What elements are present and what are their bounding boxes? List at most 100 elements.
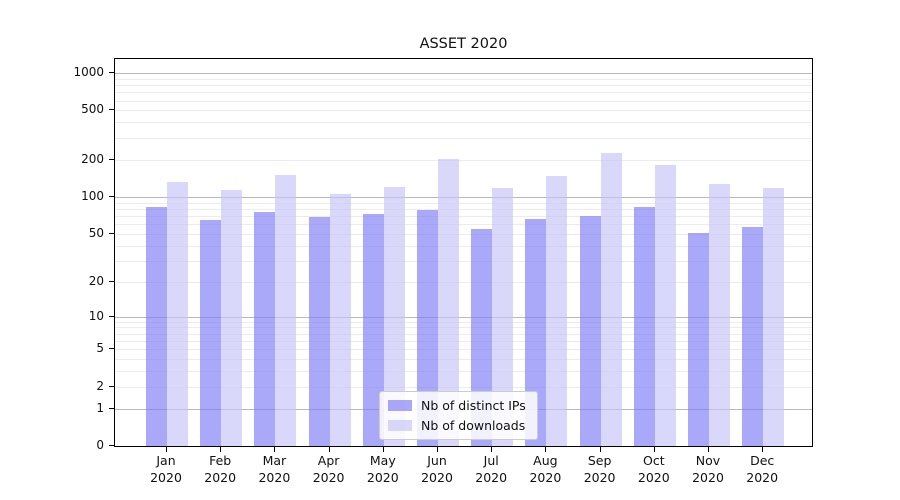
bar-distinct-ips[interactable]: [308, 217, 330, 446]
x-tick-mark: [653, 447, 655, 452]
minor-gridline: [115, 359, 812, 361]
minor-gridline: [115, 78, 812, 80]
y-tick-mark: [109, 385, 114, 387]
bar-distinct-ips[interactable]: [579, 215, 601, 446]
x-tick-mark: [762, 447, 764, 452]
bar-downloads[interactable]: [600, 153, 622, 446]
legend-label-distinct-ips: Nb of distinct IPs: [421, 398, 526, 413]
y-tick-mark: [109, 195, 114, 197]
x-tick-mark: [545, 447, 547, 452]
y-tick-label: 1: [96, 400, 104, 415]
x-tick-label: Feb 2020: [204, 453, 237, 485]
x-tick-label: Jun 2020: [421, 453, 453, 485]
major-gridline: [115, 196, 812, 198]
x-tick-label: Mar 2020: [258, 453, 291, 485]
y-tick-label: 50: [88, 225, 104, 240]
bar-distinct-ips[interactable]: [417, 210, 438, 446]
major-gridline: [115, 73, 812, 74]
x-tick-label: Aug 2020: [529, 453, 562, 485]
x-tick-label: May 2020: [366, 453, 399, 485]
x-tick-mark: [274, 447, 276, 452]
minor-gridline: [115, 233, 812, 235]
y-tick-mark: [109, 280, 114, 282]
minor-gridline: [115, 349, 812, 351]
minor-gridline: [115, 110, 812, 112]
minor-gridline: [115, 208, 812, 210]
x-tick-label: Dec 2020: [746, 453, 779, 485]
x-tick-label: Jul 2020: [475, 453, 508, 485]
bar-downloads[interactable]: [167, 182, 188, 446]
y-tick-label: 2: [96, 378, 104, 393]
bar-downloads[interactable]: [438, 158, 459, 446]
legend-label-downloads: Nb of downloads: [421, 418, 526, 433]
x-tick-mark: [491, 447, 493, 452]
bar-distinct-ips[interactable]: [525, 219, 547, 446]
x-tick-mark: [220, 447, 222, 452]
minor-gridline: [115, 371, 812, 373]
bar-distinct-ips[interactable]: [146, 207, 167, 446]
bar-downloads[interactable]: [654, 165, 676, 446]
minor-gridline: [115, 159, 812, 161]
x-tick-mark: [382, 447, 384, 452]
x-tick-label: Jan 2020: [150, 453, 182, 485]
bar-downloads[interactable]: [492, 188, 514, 446]
legend: Nb of distinct IPs Nb of downloads: [379, 391, 538, 440]
y-tick-mark: [109, 158, 114, 160]
minor-gridline: [115, 202, 812, 204]
minor-gridline: [115, 333, 812, 335]
y-tick-label: 100: [81, 188, 104, 203]
bar-distinct-ips[interactable]: [742, 226, 764, 446]
bar-downloads[interactable]: [221, 189, 243, 446]
y-tick-label: 200: [81, 151, 104, 166]
bar-downloads[interactable]: [709, 183, 730, 446]
legend-item-downloads[interactable]: Nb of downloads: [388, 418, 526, 433]
minor-gridline: [115, 340, 812, 342]
y-tick-mark: [109, 109, 114, 111]
plot-area: [114, 58, 813, 447]
minor-gridline: [115, 92, 812, 94]
y-tick-mark: [109, 315, 114, 317]
minor-gridline: [115, 137, 812, 139]
x-tick-mark: [166, 447, 167, 452]
y-tick-mark: [109, 407, 114, 409]
x-tick-label: Nov 2020: [692, 453, 724, 485]
minor-gridline: [115, 327, 812, 329]
minor-gridline: [115, 122, 812, 124]
bar-distinct-ips[interactable]: [688, 232, 709, 446]
y-tick-label: 20: [88, 273, 104, 288]
bar-downloads[interactable]: [329, 193, 351, 446]
y-tick-label: 10: [88, 308, 104, 323]
legend-swatch-downloads-icon: [388, 420, 412, 431]
x-tick-label: Sep 2020: [583, 453, 616, 485]
bar-distinct-ips[interactable]: [362, 213, 384, 446]
x-tick-mark: [328, 447, 330, 452]
minor-gridline: [115, 260, 812, 262]
bar-downloads[interactable]: [546, 175, 568, 446]
minor-gridline: [115, 224, 812, 226]
minor-gridline: [115, 321, 812, 323]
y-tick-label: 1000: [73, 65, 104, 79]
major-gridline: [115, 316, 812, 318]
y-tick-mark: [109, 232, 114, 234]
y-tick-mark: [109, 72, 114, 73]
y-tick-label: 5: [96, 341, 104, 356]
y-tick-mark: [109, 445, 114, 446]
minor-gridline: [115, 85, 812, 86]
x-tick-mark: [599, 447, 601, 452]
minor-gridline: [115, 245, 812, 247]
x-tick-mark: [708, 447, 709, 452]
chart-title: ASSET 2020: [419, 36, 508, 52]
bar-distinct-ips[interactable]: [633, 207, 655, 446]
bar-downloads[interactable]: [383, 187, 405, 446]
bar-downloads[interactable]: [763, 188, 785, 446]
legend-item-distinct-ips[interactable]: Nb of distinct IPs: [388, 398, 526, 413]
x-tick-mark: [437, 447, 438, 452]
x-tick-label: Oct 2020: [637, 453, 670, 485]
bar-distinct-ips[interactable]: [200, 219, 222, 446]
minor-gridline: [115, 100, 812, 102]
minor-gridline: [115, 281, 812, 283]
bar-distinct-ips[interactable]: [254, 211, 276, 446]
bar-downloads[interactable]: [275, 174, 297, 446]
y-tick-label: 0: [96, 438, 104, 452]
